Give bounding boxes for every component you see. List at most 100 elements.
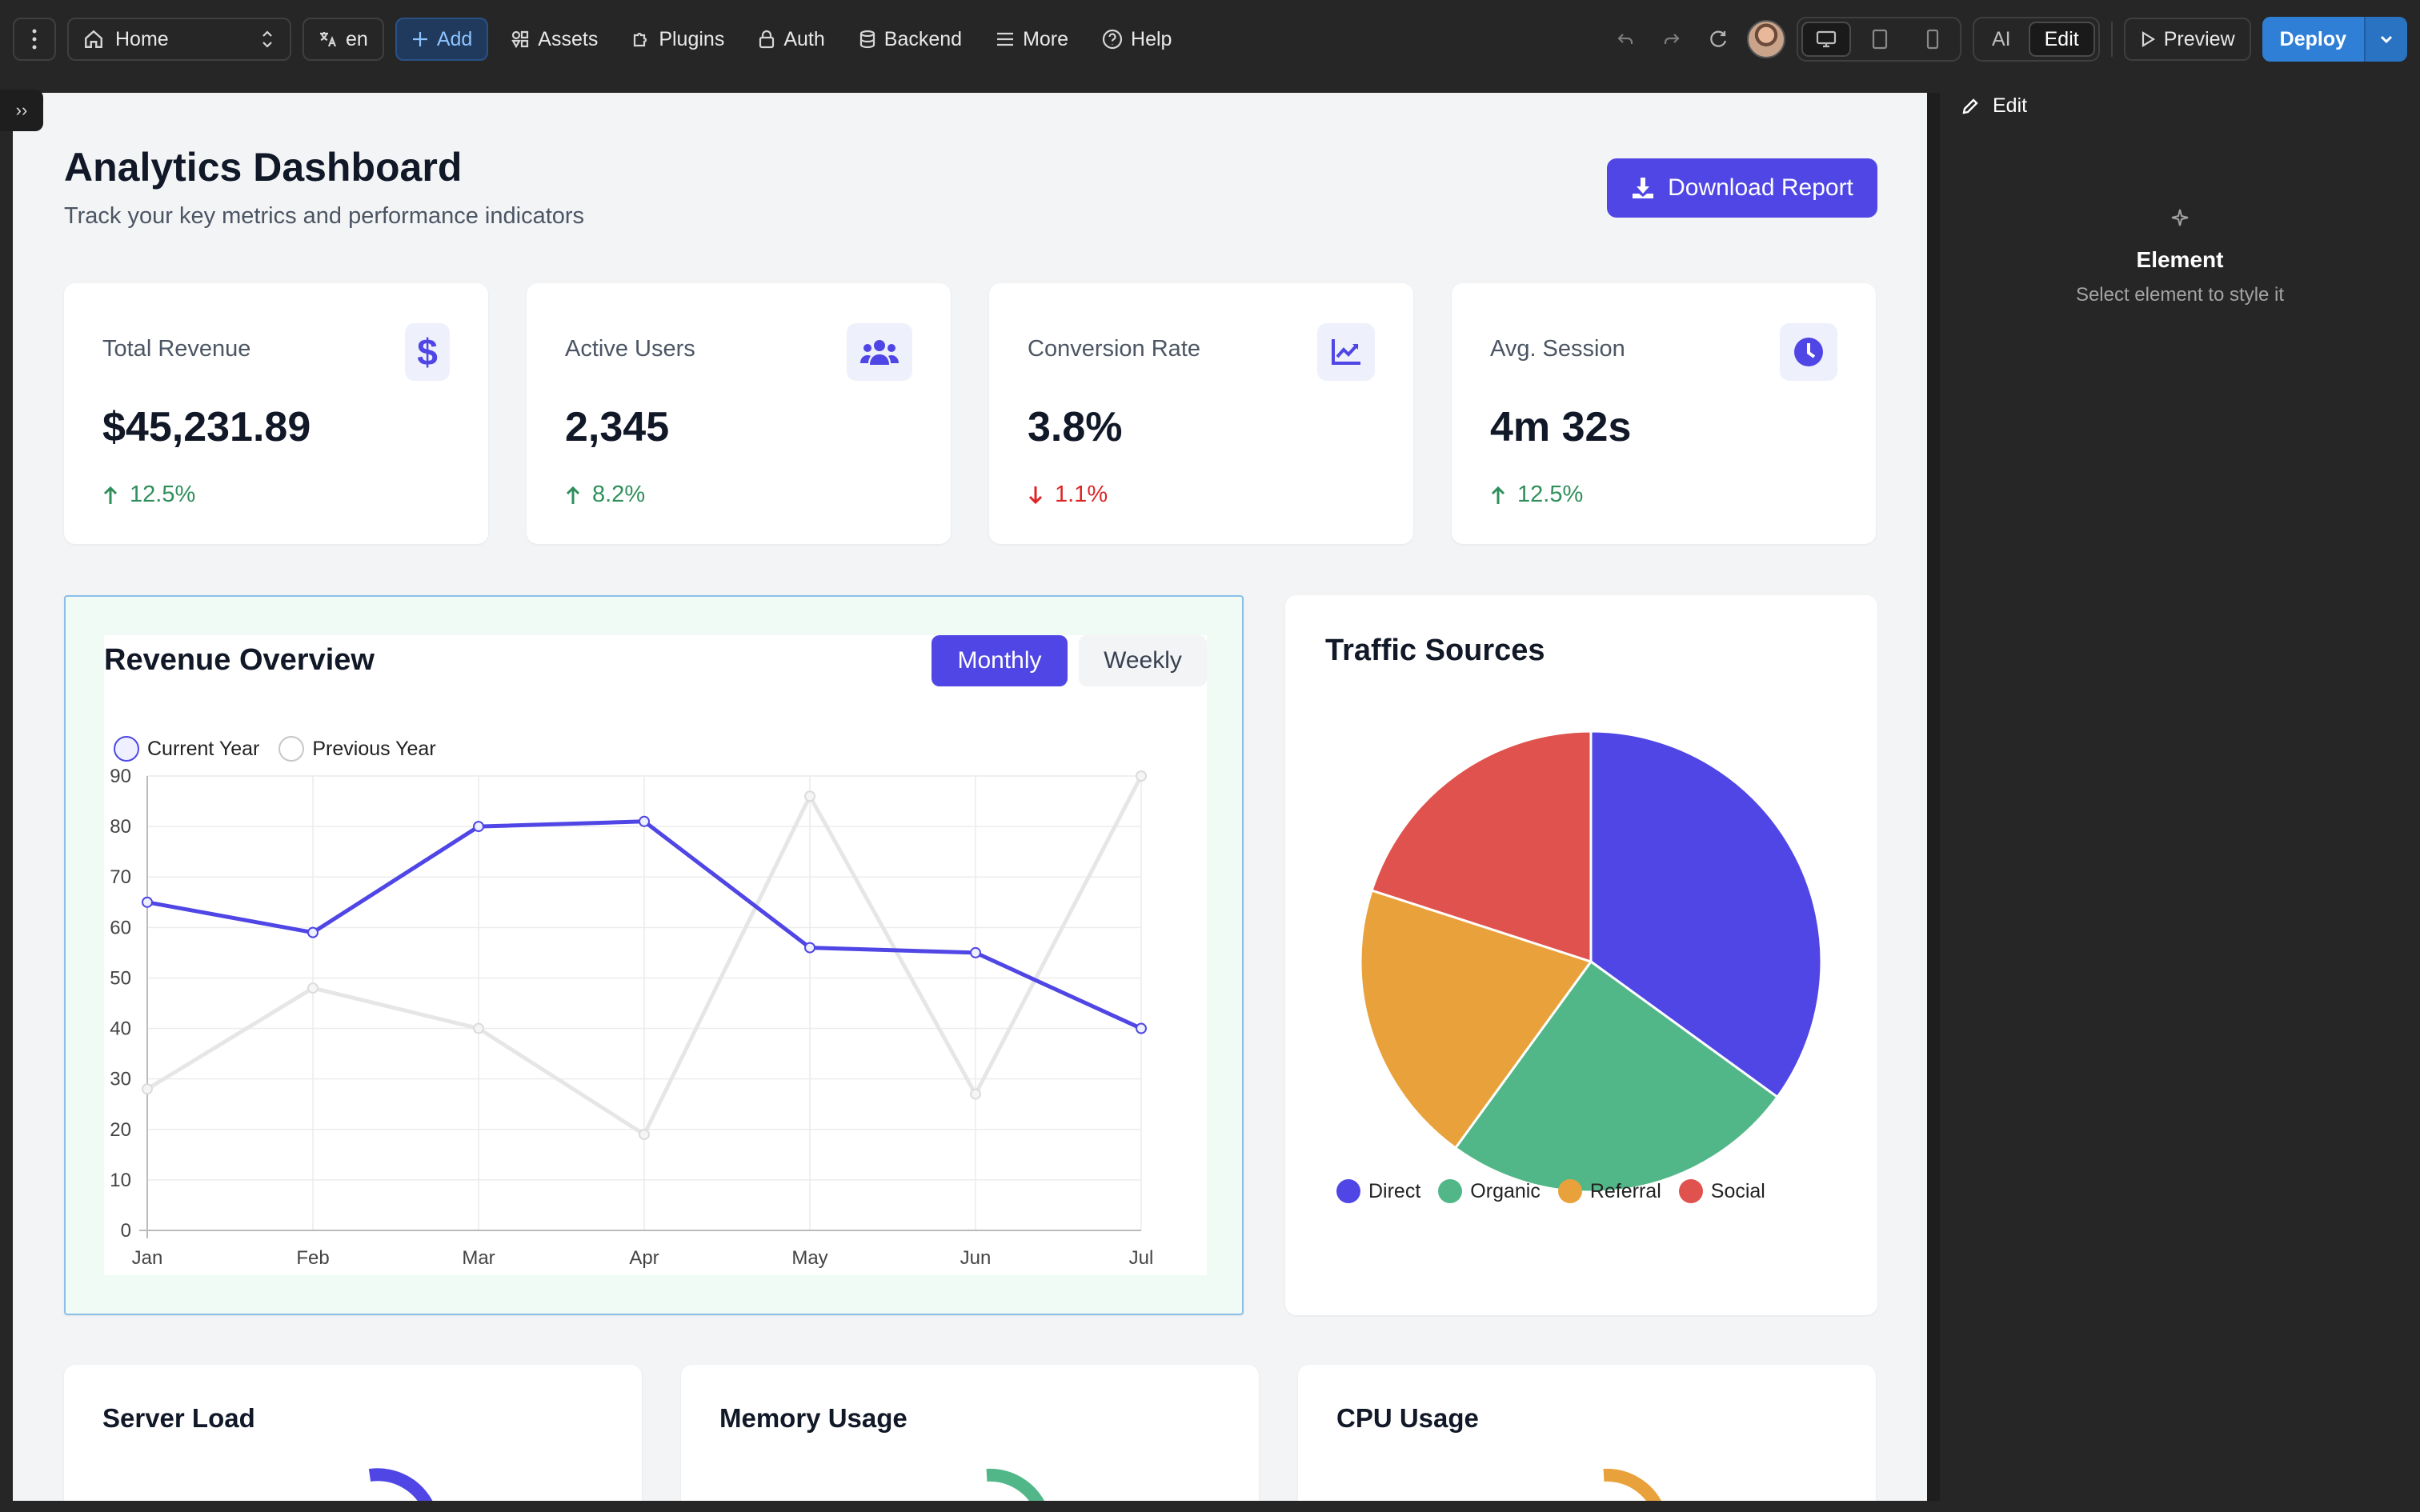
series-current-year-point — [639, 815, 650, 827]
stat-change-value: 8.2% — [592, 482, 646, 507]
kebab-menu-icon — [32, 29, 37, 50]
auth-button[interactable]: Auth — [747, 18, 835, 61]
stat-change: 1.1% — [1028, 482, 1108, 508]
y-tick-label: 10 — [110, 1170, 131, 1191]
stat-change-value: 12.5% — [1517, 482, 1584, 507]
deploy-split-button: Deploy — [2262, 17, 2407, 62]
style-panel-tab[interactable]: Edit — [1940, 78, 2420, 134]
page-select-label: Home — [115, 27, 169, 50]
more-button[interactable]: More — [984, 18, 1080, 61]
x-tick-label: Mar — [462, 1247, 495, 1269]
sidebar-toggle-button[interactable]: ›› — [0, 90, 43, 131]
x-tick-label: May — [791, 1247, 827, 1269]
stat-card-session: Avg. Session 4m 32s 12.5% — [1452, 283, 1876, 544]
translate-icon — [320, 32, 337, 47]
legend-item-direct[interactable]: Direct — [1336, 1179, 1420, 1203]
legend-item-social[interactable]: Social — [1678, 1179, 1765, 1203]
chevron-updown-icon — [262, 30, 272, 48]
plugins-label: Plugins — [659, 27, 725, 50]
stat-value: 3.8% — [1028, 404, 1123, 450]
legend-current-swatch[interactable] — [114, 736, 139, 762]
stat-card-users: Active Users 2,345 8.2% — [527, 283, 951, 544]
menu-button[interactable] — [13, 18, 56, 61]
assets-button[interactable]: Assets — [499, 18, 609, 61]
device-mobile-button[interactable] — [1909, 22, 1957, 57]
cpu-usage-gauge — [1603, 1468, 1661, 1501]
legend-swatch — [1678, 1179, 1703, 1203]
memory-usage-card: Memory Usage — [681, 1365, 1259, 1501]
legend-label: Referral — [1589, 1179, 1661, 1202]
legend-current-label: Current Year — [147, 737, 260, 760]
chevrons-right-icon: ›› — [15, 100, 28, 120]
toggle-monthly[interactable]: Monthly — [932, 635, 1068, 686]
stat-change-value: 1.1% — [1055, 482, 1108, 507]
empty-state-title: Element — [2136, 247, 2224, 272]
preview-button[interactable]: Preview — [2123, 18, 2251, 61]
device-switcher — [1797, 17, 1961, 62]
refresh-button[interactable] — [1701, 18, 1736, 61]
undo-button[interactable] — [1608, 18, 1643, 61]
y-tick-label: 0 — [121, 1220, 131, 1242]
mode-ai-button[interactable]: AI — [1992, 27, 2011, 50]
legend-swatch — [1557, 1179, 1582, 1203]
redo-button[interactable] — [1654, 18, 1689, 61]
legend-label: Organic — [1470, 1179, 1541, 1202]
download-report-button[interactable]: Download Report — [1607, 158, 1877, 218]
plugins-button[interactable]: Plugins — [620, 18, 735, 61]
add-button[interactable]: Add — [395, 18, 489, 61]
hamburger-icon — [997, 32, 1014, 46]
legend-previous-label: Previous Year — [312, 737, 436, 760]
tablet-icon — [1872, 29, 1888, 50]
device-desktop-button[interactable] — [1801, 22, 1851, 57]
device-tablet-button[interactable] — [1854, 22, 1905, 57]
revenue-overview-card[interactable]: Revenue Overview Monthly Weekly Current … — [64, 595, 1244, 1315]
page-select[interactable]: Home — [67, 18, 291, 61]
help-label: Help — [1131, 27, 1172, 50]
mode-edit-button[interactable]: Edit — [2028, 22, 2095, 57]
clock-icon — [1780, 323, 1837, 381]
canvas-scrollbar[interactable] — [1927, 93, 1940, 1501]
revenue-line-chart: 0 10 20 30 40 50 60 70 80 90 Jan Feb Mar Apr May Jun Jul — [110, 766, 1153, 1269]
y-tick-label: 80 — [110, 816, 131, 838]
stat-label: Conversion Rate — [1028, 336, 1200, 362]
arrow-up-icon — [103, 486, 118, 504]
stat-change: 12.5% — [1490, 482, 1583, 508]
redo-icon — [1664, 34, 1680, 44]
stat-card-conversion: Conversion Rate 3.8% 1.1% — [989, 283, 1413, 544]
series-previous-year-point — [307, 982, 319, 994]
cpu-usage-title: CPU Usage — [1336, 1403, 1479, 1433]
server-load-card: Server Load — [64, 1365, 642, 1501]
server-load-title: Server Load — [102, 1403, 255, 1433]
refresh-icon — [1710, 30, 1727, 47]
y-tick-label: 50 — [110, 967, 131, 989]
line-legend: Current Year Previous Year — [114, 736, 436, 762]
language-button[interactable]: en — [302, 18, 384, 61]
backend-button[interactable]: Backend — [847, 18, 973, 61]
legend-item-referral[interactable]: Referral — [1557, 1179, 1661, 1203]
toggle-weekly[interactable]: Weekly — [1079, 635, 1207, 686]
stat-value: 4m 32s — [1490, 404, 1632, 450]
stat-label: Active Users — [565, 336, 695, 362]
x-tick-label: Apr — [629, 1247, 659, 1269]
legend-swatch — [1438, 1179, 1463, 1203]
legend-previous-swatch[interactable] — [278, 736, 305, 762]
y-tick-label: 20 — [110, 1119, 131, 1141]
arrow-down-icon — [1028, 486, 1043, 504]
download-report-label: Download Report — [1668, 174, 1853, 201]
pie-slice-direct — [1589, 730, 1823, 1099]
auth-label: Auth — [783, 27, 825, 50]
revenue-title: Revenue Overview — [104, 643, 375, 677]
avatar[interactable] — [1747, 20, 1785, 58]
legend-label: Direct — [1368, 1179, 1421, 1202]
series-previous-year-point — [970, 1088, 981, 1100]
assets-icon — [511, 30, 529, 49]
pie-slice-social — [1370, 730, 1593, 964]
toolbar-divider — [2110, 22, 2113, 57]
series-current-year-point — [804, 942, 815, 954]
help-button[interactable]: Help — [1091, 18, 1183, 61]
deploy-options-button[interactable] — [2364, 17, 2407, 62]
deploy-button[interactable]: Deploy — [2262, 17, 2364, 62]
legend-item-organic[interactable]: Organic — [1438, 1179, 1541, 1203]
stat-label: Total Revenue — [102, 336, 251, 362]
y-tick-label: 90 — [110, 766, 131, 787]
